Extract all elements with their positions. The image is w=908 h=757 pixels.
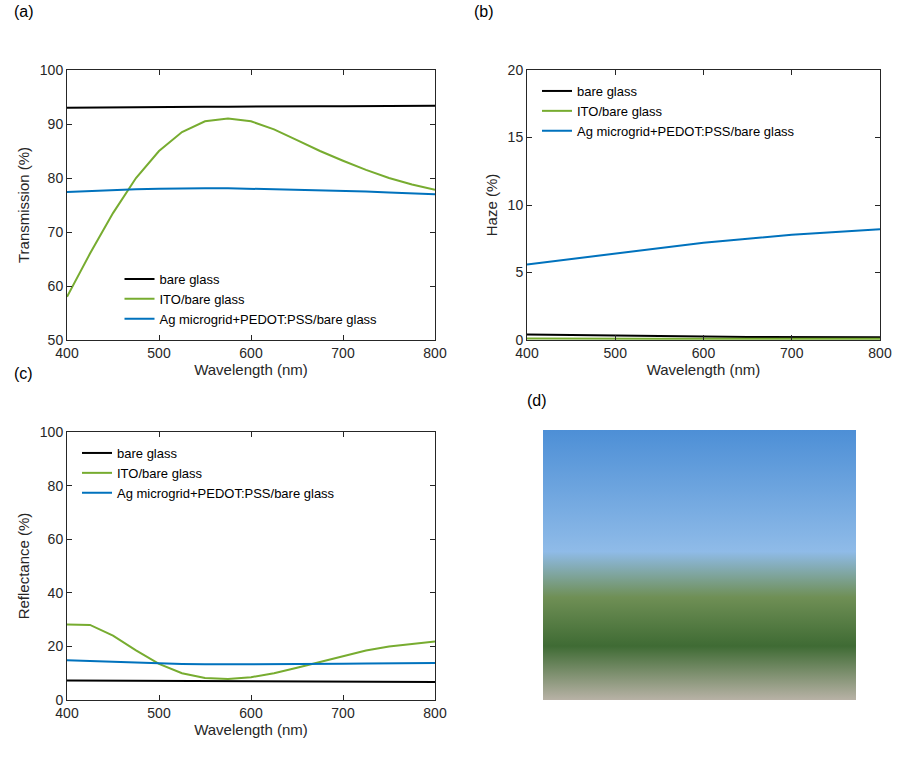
svg-text:70: 70 xyxy=(48,224,64,240)
svg-text:Wavelength (nm): Wavelength (nm) xyxy=(194,721,308,738)
svg-text:bare glass: bare glass xyxy=(577,84,637,99)
svg-text:800: 800 xyxy=(423,345,447,361)
svg-text:60: 60 xyxy=(48,531,64,547)
svg-text:Ag microgrid+PEDOT:PSS/bare gl: Ag microgrid+PEDOT:PSS/bare glass xyxy=(577,124,795,139)
svg-text:20: 20 xyxy=(48,638,64,654)
svg-text:ITO/bare glass: ITO/bare glass xyxy=(160,292,246,307)
svg-text:500: 500 xyxy=(147,705,171,721)
svg-text:0: 0 xyxy=(515,332,523,348)
svg-text:700: 700 xyxy=(780,345,804,361)
svg-text:bare glass: bare glass xyxy=(160,272,220,287)
svg-text:ITO/bare glass: ITO/bare glass xyxy=(577,104,663,119)
svg-text:Transmission (%): Transmission (%) xyxy=(15,147,32,263)
svg-text:80: 80 xyxy=(48,170,64,186)
svg-text:400: 400 xyxy=(515,345,539,361)
svg-text:500: 500 xyxy=(604,345,628,361)
svg-text:80: 80 xyxy=(48,478,64,494)
svg-text:15: 15 xyxy=(508,129,524,145)
svg-text:Wavelength (nm): Wavelength (nm) xyxy=(194,361,308,378)
svg-text:(c): (c) xyxy=(14,365,33,382)
svg-text:50: 50 xyxy=(48,332,64,348)
svg-text:700: 700 xyxy=(331,345,355,361)
svg-text:400: 400 xyxy=(55,705,79,721)
svg-text:Reflectance (%): Reflectance (%) xyxy=(15,513,32,620)
svg-text:Haze (%): Haze (%) xyxy=(483,174,500,237)
svg-text:(a): (a) xyxy=(14,3,34,20)
svg-text:800: 800 xyxy=(423,705,447,721)
svg-text:90: 90 xyxy=(48,116,64,132)
svg-text:400: 400 xyxy=(55,345,79,361)
svg-text:600: 600 xyxy=(692,345,716,361)
svg-text:20: 20 xyxy=(508,62,524,78)
svg-text:Ag microgrid+PEDOT:PSS/bare gl: Ag microgrid+PEDOT:PSS/bare glass xyxy=(160,312,378,327)
svg-text:(b): (b) xyxy=(474,3,494,20)
svg-text:100: 100 xyxy=(40,62,64,78)
svg-text:bare glass: bare glass xyxy=(117,446,177,461)
svg-text:10: 10 xyxy=(508,197,524,213)
svg-text:500: 500 xyxy=(147,345,171,361)
svg-text:0: 0 xyxy=(55,692,63,708)
svg-text:5: 5 xyxy=(515,264,523,280)
svg-text:800: 800 xyxy=(868,345,892,361)
svg-text:600: 600 xyxy=(239,345,263,361)
svg-text:ITO/bare glass: ITO/bare glass xyxy=(117,466,203,481)
svg-text:700: 700 xyxy=(331,705,355,721)
svg-text:600: 600 xyxy=(239,705,263,721)
svg-text:Wavelength (nm): Wavelength (nm) xyxy=(647,361,761,378)
html-text:(d): (d) xyxy=(527,392,547,409)
svg-text:60: 60 xyxy=(48,278,64,294)
svg-text:Ag microgrid+PEDOT:PSS/bare gl: Ag microgrid+PEDOT:PSS/bare glass xyxy=(117,486,335,501)
svg-text:100: 100 xyxy=(40,424,64,440)
svg-text:40: 40 xyxy=(48,585,64,601)
